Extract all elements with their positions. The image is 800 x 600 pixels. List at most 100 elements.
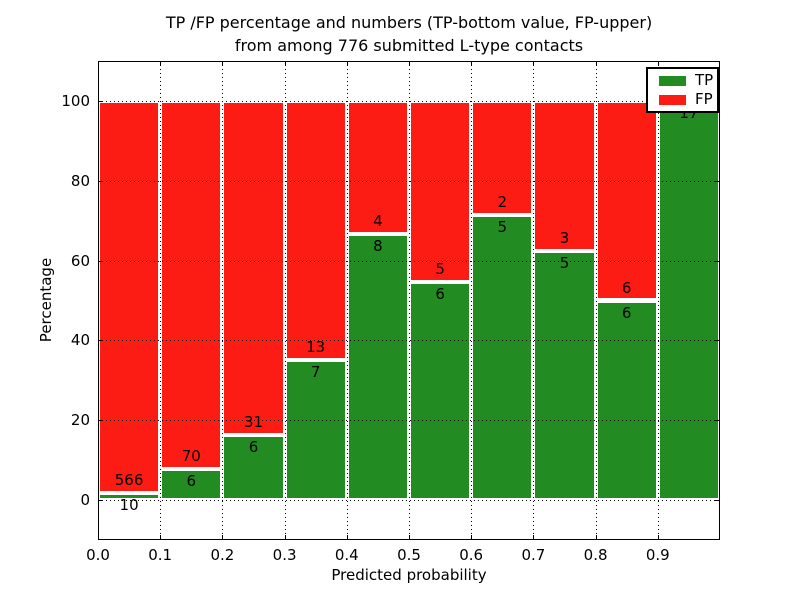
legend-entry-fp: FP [659, 92, 717, 107]
y-tick-left [99, 420, 103, 422]
x-tick-bottom [657, 535, 659, 539]
x-gridline [346, 61, 348, 540]
y-gridline [98, 420, 720, 422]
y-tick-left [99, 100, 103, 102]
y-tick-label: 60 [70, 251, 90, 270]
x-tick-top [160, 62, 162, 66]
x-tick-bottom [98, 535, 99, 539]
x-tick-top [98, 62, 99, 66]
y-tick-left [99, 500, 103, 502]
tp-bar-segment [346, 233, 409, 501]
tp-count-label: 6 [186, 471, 197, 490]
tp-count-label: 6 [435, 285, 445, 304]
tp-bar-segment [595, 300, 658, 501]
fp-bar-segment [533, 100, 596, 251]
x-tick-bottom [346, 535, 348, 539]
fp-bar-segment [284, 100, 347, 361]
x-gridline [160, 61, 162, 540]
x-tick-bottom [284, 535, 286, 539]
y-gridline [98, 100, 720, 102]
x-tick-top [533, 62, 535, 66]
x-tick-label: 0.6 [459, 546, 484, 564]
fp-count-label: 6 [621, 278, 632, 297]
x-tick-label: 0.5 [397, 546, 421, 564]
x-tick-label: 0.4 [334, 546, 359, 564]
fp-bar-segment [222, 100, 285, 436]
y-tick-label: 80 [70, 171, 90, 190]
fp-count-label: 3 [559, 228, 570, 247]
fp-count-label: 2 [497, 192, 508, 211]
y-tick-right [715, 340, 719, 342]
fp-count-label: 4 [373, 211, 383, 230]
x-tick-label: 0.0 [86, 546, 110, 564]
x-gridline [657, 61, 659, 540]
x-tick-label: 0.3 [272, 546, 297, 564]
x-gridline [222, 61, 224, 540]
y-tick-right [715, 260, 719, 262]
x-tick-top [346, 62, 348, 66]
x-tick-top [657, 62, 659, 66]
fp-legend-swatch-icon [659, 94, 686, 105]
y-tick-left [99, 340, 103, 342]
y-tick-right [715, 500, 719, 502]
y-gridline [98, 340, 720, 342]
fp-bar-segment [409, 100, 472, 283]
x-tick-label: 0.9 [645, 546, 670, 564]
x-tick-label: 0.1 [148, 546, 173, 564]
fp-bar-segment [98, 100, 161, 494]
y-tick-left [99, 180, 103, 182]
x-tick-label: 0.7 [521, 546, 546, 564]
legend: TP FP [646, 67, 719, 113]
tp-legend-label: TP [695, 71, 714, 89]
y-tick-left [99, 260, 103, 262]
y-tick-right [715, 180, 719, 182]
x-tick-bottom [533, 535, 535, 539]
x-tick-top [409, 62, 410, 66]
fp-count-label: 566 [114, 471, 144, 490]
tp-bar-segment [657, 100, 720, 501]
fp-bar-segment [160, 100, 223, 469]
x-tick-bottom [222, 535, 224, 539]
tp-count-label: 7 [310, 363, 321, 382]
y-tick-label: 0 [80, 491, 90, 510]
y-gridline [98, 500, 720, 502]
tp-count-label: 10 [119, 496, 139, 515]
fp-bar-segment [595, 100, 658, 301]
x-gridline [471, 61, 473, 540]
x-axis-label: Predicted probability [331, 566, 487, 584]
x-tick-label: 0.8 [583, 546, 608, 564]
x-gridline [595, 61, 597, 540]
tp-bar-segment [533, 250, 596, 501]
x-tick-top [471, 62, 473, 66]
y-tick-label: 20 [70, 411, 90, 430]
tp-legend-swatch-icon [659, 75, 686, 86]
tp-bar-segment [222, 435, 285, 501]
tp-count-label: 6 [621, 303, 632, 322]
tp-bar-segment [284, 360, 347, 501]
y-tick-label: 100 [61, 91, 90, 110]
x-tick-label: 0.2 [210, 546, 235, 564]
tp-count-label: 8 [373, 236, 383, 255]
chart-title-line-2: from among 776 submitted L-type contacts [234, 36, 584, 55]
x-tick-top [595, 62, 597, 66]
x-gridline [533, 61, 535, 540]
y-gridline [98, 260, 720, 262]
chart-title-line-1: TP /FP percentage and numbers (TP-bottom… [165, 13, 653, 32]
y-axis-label: Percentage [37, 257, 55, 343]
tp-count-label: 6 [248, 438, 259, 457]
tp-count-label: 5 [559, 253, 570, 272]
x-gridline [284, 61, 286, 540]
fp-count-label: 5 [435, 260, 445, 279]
x-tick-top [284, 62, 286, 66]
x-tick-top [222, 62, 224, 66]
y-gridline [98, 180, 720, 182]
tp-count-label: 5 [497, 217, 508, 236]
tp-bar-segment [160, 468, 223, 501]
tp-bar-segment [409, 282, 472, 501]
tp-bar-segment [471, 214, 534, 501]
y-tick-right [715, 420, 719, 422]
tp-bar-segment [98, 493, 161, 501]
x-tick-bottom [471, 535, 473, 539]
fp-bar-segment [471, 100, 534, 215]
